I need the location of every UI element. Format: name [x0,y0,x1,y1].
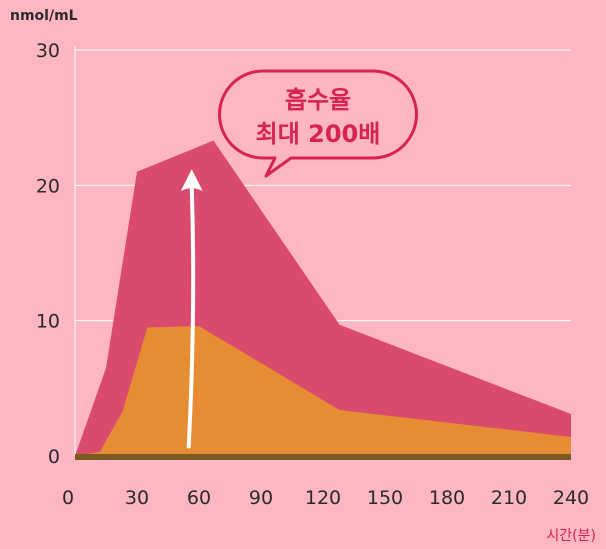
arrow-shaft [186,185,196,449]
x-tick-90: 90 [249,487,273,509]
x-tick-60: 60 [187,487,211,509]
callout-line-2: 최대 200배 [256,120,381,148]
x-tick-180: 180 [429,487,465,509]
x-tick-120: 120 [305,487,341,509]
series-area-2 [75,326,571,456]
arrow-head [180,169,203,192]
callout-line-1: 흡수율 [285,86,351,114]
tick-labels: 0 10 20 30 0 30 60 90 120 150 180 210 240 [36,40,589,509]
x-tick-0: 0 [62,487,74,509]
series-areas [75,140,571,460]
y-tick-10: 10 [36,311,60,333]
x-unit-label: 시간(분) [546,528,596,544]
x-tick-240: 240 [553,487,589,509]
x-tick-150: 150 [367,487,403,509]
x-tick-210: 210 [491,487,527,509]
x-tick-30: 30 [125,487,149,509]
y-tick-0: 0 [48,446,60,468]
y-unit-label: nmol/mL [10,8,78,24]
y-tick-20: 20 [36,175,60,197]
baseline-bar [75,454,571,460]
y-tick-30: 30 [36,40,60,62]
callout-bubble [218,69,418,178]
increase-arrow [180,169,203,449]
absorption-callout: 흡수율 최대 200배 [218,69,418,178]
